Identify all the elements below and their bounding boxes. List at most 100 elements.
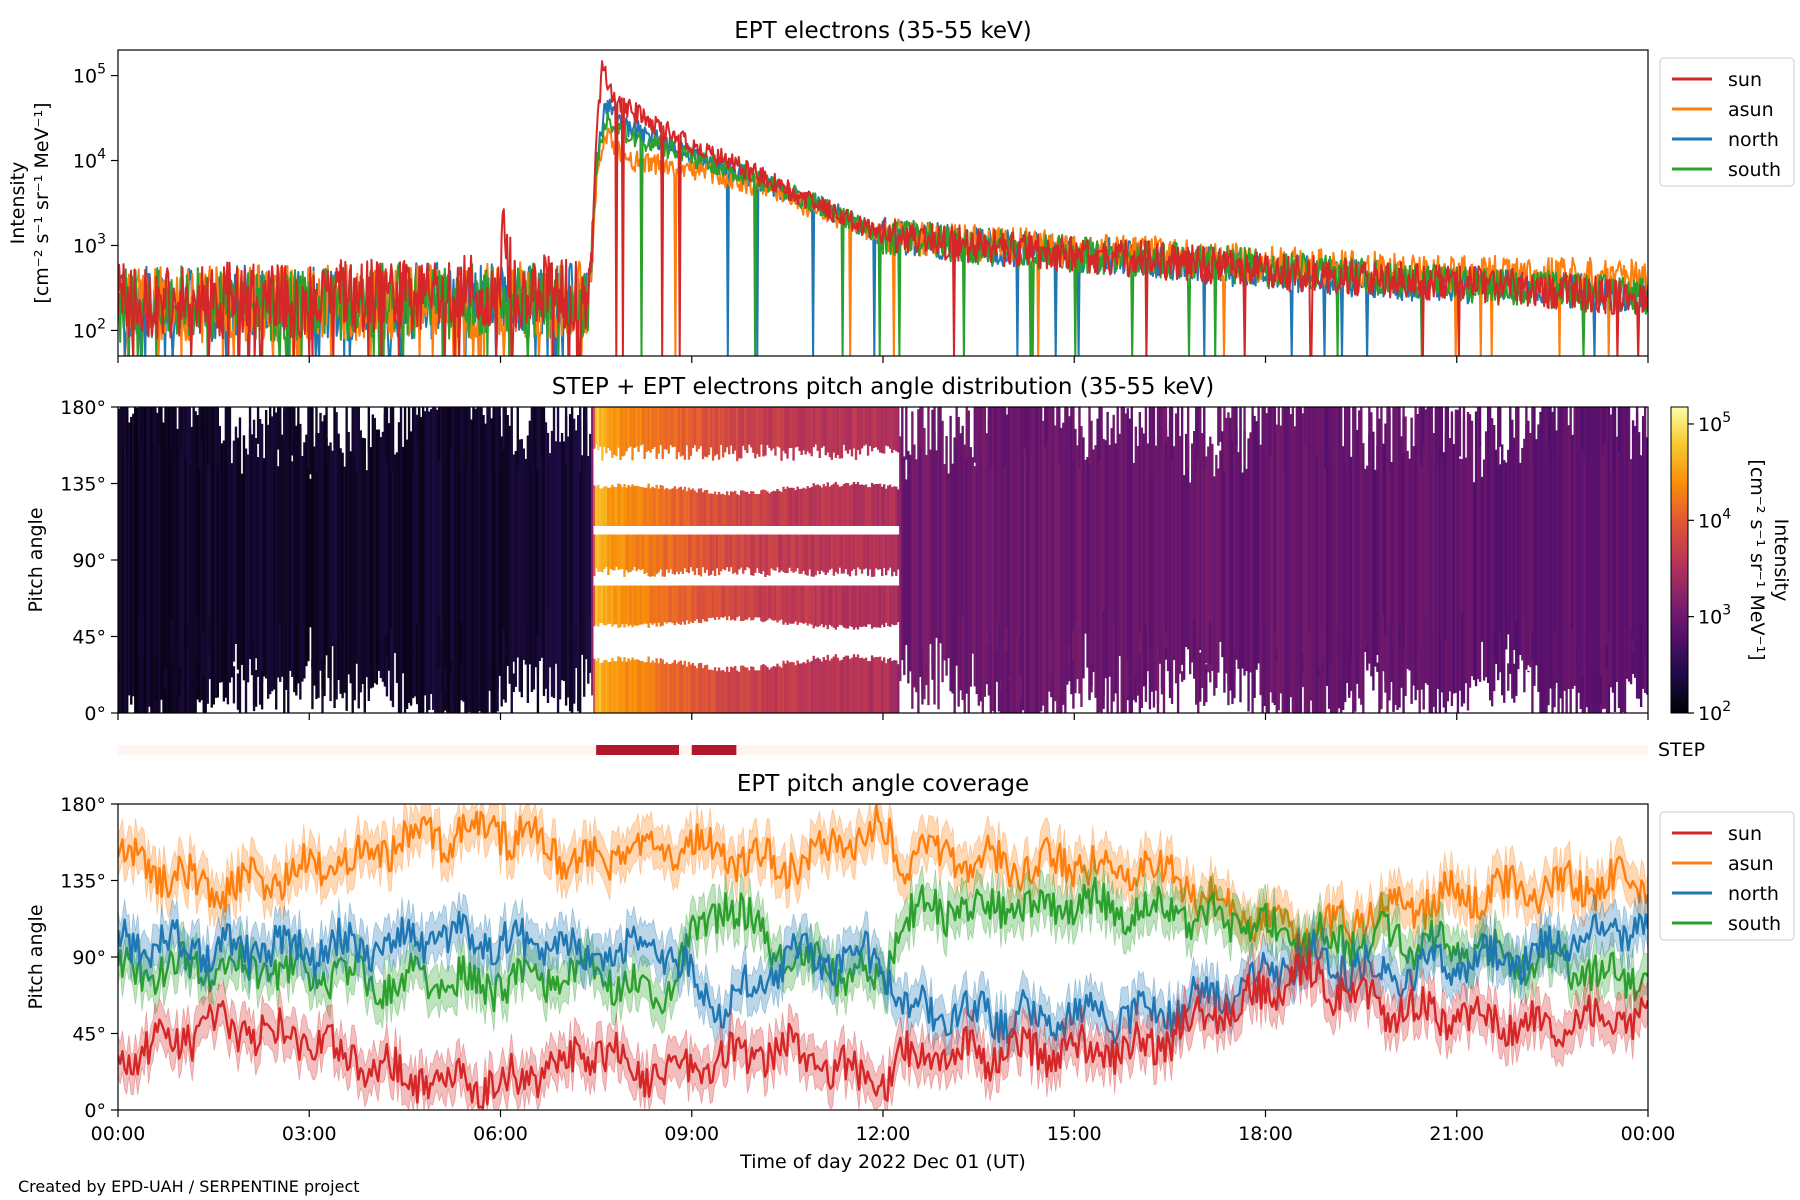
pad-cell [876, 484, 880, 526]
pad-cell [609, 534, 612, 569]
pad-cell [426, 407, 429, 713]
pad-cell [808, 487, 811, 526]
pad-cell [860, 534, 864, 574]
pad-cell [707, 669, 711, 713]
pad-cell [421, 407, 425, 713]
pad-cell [1180, 407, 1184, 665]
pad-cell [989, 407, 993, 713]
pad-cell [150, 407, 153, 713]
pad-cell [1575, 407, 1578, 713]
pad-cell [597, 484, 600, 526]
pad-cell [142, 624, 145, 666]
pad-cell [1537, 424, 1540, 692]
pad-cell [1555, 430, 1558, 683]
pad-cell [1492, 629, 1496, 657]
pad-cell [895, 660, 898, 713]
pad-cell [985, 433, 989, 685]
pad-cell [818, 534, 821, 575]
pad-cell [1279, 425, 1282, 694]
panel4-x-ticks: 00:00 03:00 06:00 09:00 12:00 15:00 18:00 21:00… [91, 1110, 1675, 1145]
pad-cell [1499, 633, 1502, 673]
pad-cell [876, 657, 880, 713]
pad-cell [1529, 433, 1532, 668]
pad-cell [810, 585, 813, 625]
pad-cell [880, 407, 884, 454]
pad-cell [333, 646, 336, 709]
pad-cell [1380, 407, 1383, 710]
pad-cell [492, 407, 495, 713]
panel4-legend[interactable]: sun asun north south [1659, 811, 1795, 941]
pad-cell [1450, 411, 1454, 706]
pad-cell [1444, 639, 1448, 704]
pad-cell [415, 414, 419, 705]
pad-cell [1013, 407, 1017, 713]
pad-cell [1243, 407, 1246, 459]
pad-cell [1158, 438, 1162, 664]
pad-cell [607, 407, 610, 448]
y-tick-label: 180° [60, 397, 106, 419]
pad-cell [1005, 414, 1009, 713]
pad-cell [504, 407, 507, 461]
pad-cell [796, 486, 799, 526]
pad-cell [693, 490, 697, 526]
pad-cell [822, 484, 825, 526]
pad-cell [1136, 445, 1140, 696]
pad-cell [891, 487, 894, 526]
pad-cell [872, 534, 876, 577]
pad-cell [713, 491, 717, 526]
pad-cell [778, 407, 781, 448]
pad-cell [1062, 422, 1065, 705]
pad-cell [891, 585, 894, 625]
pad-cell [1631, 639, 1635, 652]
pad-cell [611, 658, 614, 713]
pad-cell [186, 624, 189, 648]
pad-cell [252, 642, 256, 705]
pad-cell [659, 485, 662, 526]
pad-cell [1021, 407, 1025, 456]
pad-cell [750, 534, 753, 576]
pad-cell [746, 667, 749, 713]
pad-cell [488, 426, 491, 691]
pad-cell [170, 407, 173, 713]
pad-cell [850, 534, 854, 571]
pad-cell [885, 585, 888, 623]
pad-cell [635, 485, 638, 526]
pad-cell [961, 425, 964, 690]
pad-cell [808, 585, 811, 624]
step-interval [596, 745, 679, 755]
pad-cell [1321, 407, 1325, 713]
pad-cell [357, 407, 360, 474]
pad-cell [516, 449, 519, 658]
pad-cell [343, 466, 346, 693]
pad-cell [1484, 431, 1488, 678]
pad-cell [1559, 407, 1562, 455]
pad-cell [848, 534, 852, 577]
pad-cell [556, 407, 560, 713]
pad-cell [1040, 407, 1043, 712]
pad-cell [275, 412, 278, 710]
panel1-legend[interactable]: sun asun north south [1659, 57, 1795, 187]
pad-cell [1247, 438, 1250, 712]
pad-cell [836, 585, 840, 627]
pad-cell [762, 585, 765, 623]
pad-cell [725, 491, 729, 526]
pad-cell [738, 534, 741, 570]
pad-cell [872, 585, 876, 628]
pad-cell [832, 585, 836, 628]
pad-cell [643, 407, 646, 459]
coverage-series [118, 804, 1648, 1110]
pad-cell [681, 489, 685, 526]
pad-cell [770, 667, 773, 713]
pad-cell [490, 418, 493, 713]
pad-cell [1162, 407, 1166, 713]
pad-cell [542, 417, 546, 696]
pad-cell [283, 407, 286, 442]
pad-cell [792, 585, 795, 624]
pad-cell [411, 407, 415, 472]
pad-cell [766, 491, 769, 526]
pad-cell [1094, 445, 1097, 698]
pad-cell [1299, 407, 1303, 713]
pad-cell [866, 534, 870, 576]
pad-cell [874, 657, 878, 713]
